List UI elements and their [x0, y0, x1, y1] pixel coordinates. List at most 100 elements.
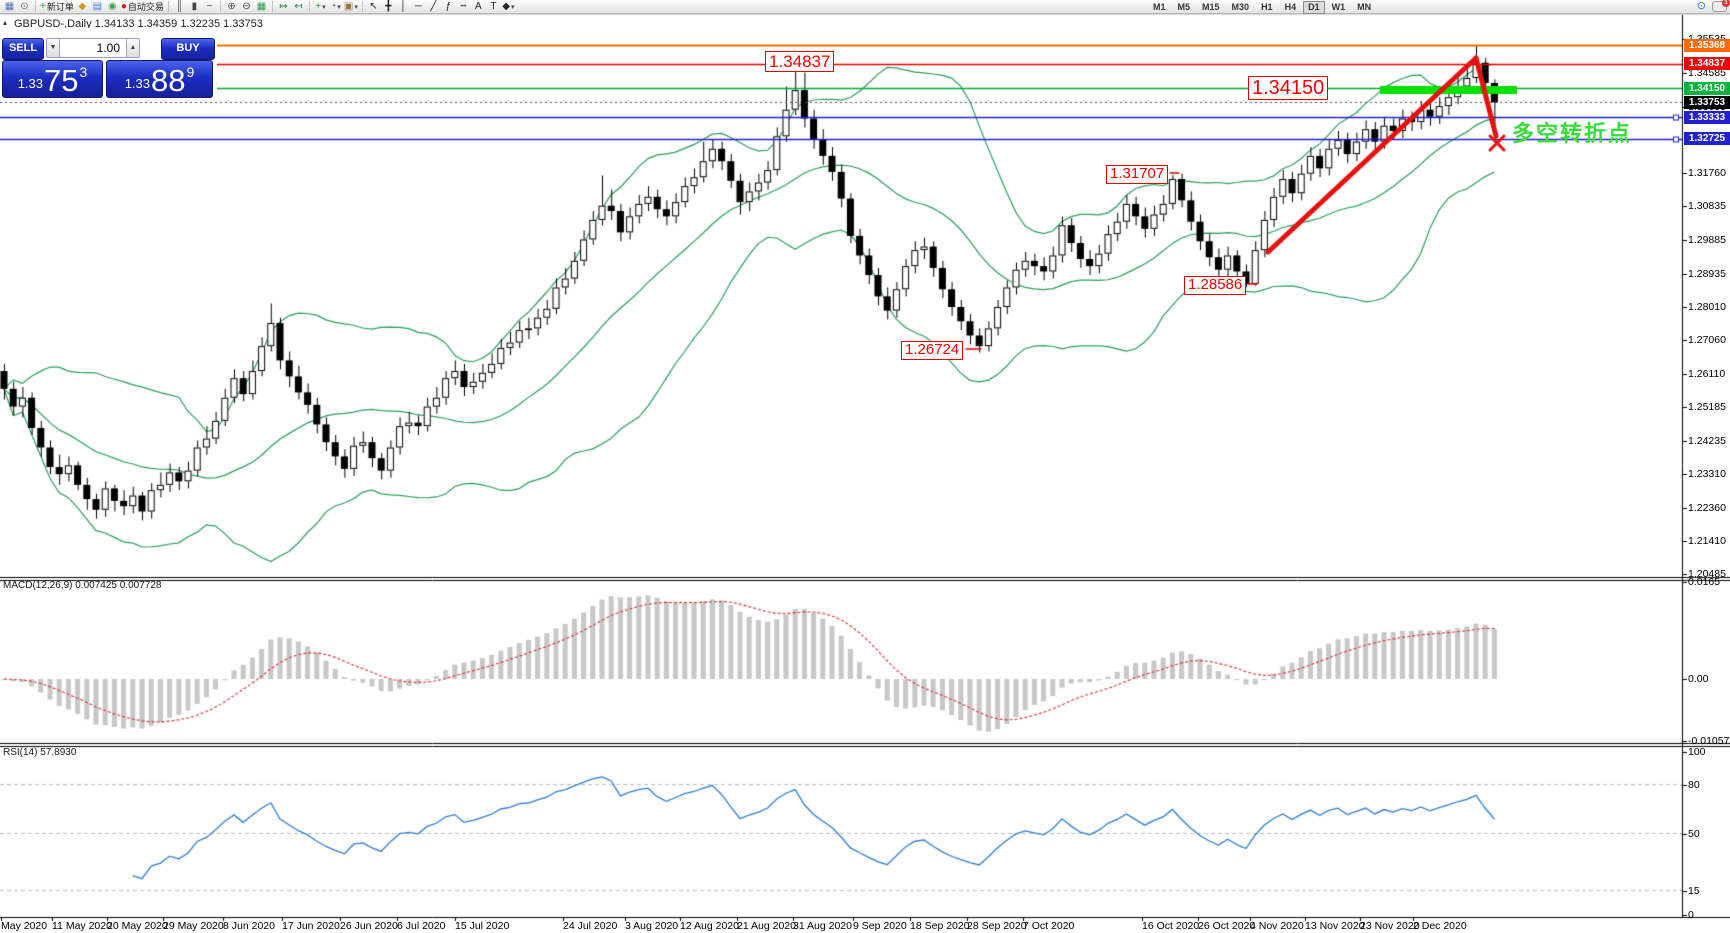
profiles-icon[interactable]: ⊙ — [17, 1, 32, 13]
toolbar: ▦ ⊙ + 新订单 ◆ ▤ ◉ ● 自动交易 ║ ▮ ~ ⊕ ⊖ ▦ ↦ ↤ + ▾ ◔ ▾ ▣ ▾ ↖ ╋ │ ─ ╱ ƒ ┉ A T ◆ ▾ — [0, 0, 1730, 14]
auto-trading-button: ● — [120, 0, 127, 12]
new-chart-icon: ▦ — [4, 0, 15, 12]
chart-title-row: GBPUSD-,Daily 1.34133 1.34359 1.32235 1.… — [4, 18, 263, 30]
toolbar-separator — [361, 1, 363, 12]
sell-price[interactable]: 1.33 75 3 — [2, 60, 103, 98]
trendline-icon: ╱ — [430, 0, 437, 12]
horizontal-line-icon: ─ — [414, 0, 422, 12]
sell-price-big: 75 — [44, 62, 79, 98]
tile-windows-icon[interactable]: ▦ — [254, 1, 269, 13]
timeframe-button-d1[interactable]: D1 — [1303, 1, 1325, 14]
buy-price-base: 1.33 — [124, 76, 151, 91]
code-editor-icon: ▤ — [92, 0, 103, 12]
crosshair-icon[interactable]: ╋ — [381, 1, 396, 13]
macd-name: MACD(12,26,9) — [3, 580, 73, 591]
turning-point-annotation[interactable]: 多空转折点 — [1512, 121, 1633, 146]
timeframe-button-m30[interactable]: M30 — [1231, 2, 1250, 12]
toolbar-separator — [271, 1, 273, 12]
timeframe-bar: M1 M5 M15 M30 H1 H4 D1 W1 MN — [1148, 1, 1376, 14]
timeframe-button-mn[interactable]: MN — [1357, 2, 1372, 12]
cycle-lines-icon: ┉ — [460, 0, 467, 12]
cursor-icon: ↖ — [369, 0, 378, 12]
buy-price[interactable]: 1.33 88 9 — [106, 60, 213, 98]
notification-badge: 1 — [1722, 0, 1730, 7]
toolbar-separator — [167, 1, 169, 12]
template-icon[interactable]: ▣ ▾ — [343, 1, 359, 13]
signals-icon: ◉ — [107, 0, 117, 12]
chart-shift-icon[interactable]: ↤ — [291, 1, 306, 13]
one-click-trading-panel: SELL ▼ ▲ BUY 1.33 75 3 1.33 88 9 — [0, 28, 217, 100]
chevron-down-icon[interactable]: ▾ — [510, 3, 515, 11]
cycle-lines-icon[interactable]: ┉ — [456, 1, 471, 13]
toolbar-separator — [35, 1, 36, 12]
new-chart-icon[interactable]: ▦ — [2, 1, 17, 13]
rsi-name: RSI(14) — [3, 747, 38, 758]
timeframe-button-m15[interactable]: M15 — [1202, 2, 1220, 12]
line-chart-icon: ~ — [206, 0, 213, 12]
add-indicator-icon: + — [315, 0, 322, 12]
rsi-indicator-label: RSI(14) 57.8930 — [3, 747, 76, 758]
sell-price-sup: 3 — [79, 64, 88, 80]
panel-collapse-arrow[interactable]: ▴ — [3, 18, 8, 27]
profiles-icon: ⊙ — [20, 0, 29, 12]
shapes-icon[interactable]: ◆ ▾ — [501, 1, 516, 13]
chevron-down-icon[interactable]: ▾ — [322, 3, 326, 11]
fibonacci-icon: ƒ — [445, 0, 452, 12]
auto-trading-button[interactable]: ● 自动交易 — [120, 1, 165, 13]
horizontal-line-icon[interactable]: ─ — [411, 1, 426, 13]
new-order-button-label: 新订单 — [46, 2, 74, 12]
timeframe-button-m1[interactable]: M1 — [1153, 2, 1166, 12]
timeframe-button-w1[interactable]: W1 — [1331, 2, 1346, 12]
zoom-out-icon[interactable]: ⊖ — [239, 1, 254, 13]
bar-chart-icon[interactable]: ║ — [172, 1, 187, 13]
auto-trading-button-label: 自动交易 — [127, 2, 164, 12]
rsi-value: 57.8930 — [40, 747, 77, 758]
chevron-down-icon[interactable]: ▾ — [354, 3, 358, 11]
community-icon[interactable]: 1 — [1712, 0, 1730, 12]
auto-scroll-icon[interactable]: ↦ — [276, 1, 291, 13]
chart-shift-icon: ↤ — [294, 0, 303, 12]
volume-down-button[interactable]: ▼ — [46, 38, 60, 58]
toolbar-separator — [219, 1, 221, 12]
add-indicator-icon[interactable]: + ▾ — [313, 1, 328, 13]
crosshair-icon: ╋ — [385, 0, 392, 12]
market-icon[interactable]: ◆ — [75, 1, 90, 13]
text-icon[interactable]: A — [471, 1, 486, 13]
signals-icon[interactable]: ◉ — [105, 1, 120, 13]
period-icon[interactable]: ◔ ▾ — [328, 1, 343, 13]
line-chart-icon[interactable]: ~ — [202, 1, 217, 13]
period-icon: ◔ — [330, 0, 337, 12]
chart-title: GBPUSD-,Daily 1.34133 1.34359 1.32235 1.… — [14, 18, 263, 30]
toolbar-right: ⊙ 1 — [1696, 0, 1730, 12]
text-label-icon[interactable]: T — [486, 1, 501, 13]
timeframe-button-m5[interactable]: M5 — [1177, 2, 1191, 12]
new-order-button[interactable]: + 新订单 — [39, 1, 75, 13]
zoom-in-icon: ⊕ — [227, 0, 236, 12]
timeframe-button-h1[interactable]: H1 — [1261, 2, 1273, 12]
text-icon: A — [475, 0, 482, 12]
timeframe-button-h4[interactable]: H4 — [1284, 2, 1297, 12]
vertical-line-icon[interactable]: │ — [396, 1, 411, 13]
chevron-down-icon[interactable]: ▾ — [337, 3, 341, 11]
sell-button[interactable]: SELL — [2, 38, 44, 60]
buy-price-big: 88 — [151, 62, 186, 98]
trendline-icon[interactable]: ╱ — [426, 1, 441, 13]
search-icon[interactable]: ⊙ — [1696, 0, 1706, 12]
shapes-icon: ◆ — [502, 0, 510, 12]
code-editor-icon[interactable]: ▤ — [90, 1, 105, 13]
cursor-icon[interactable]: ↖ — [366, 1, 381, 13]
bar-chart-icon: ║ — [175, 0, 183, 12]
macd-values: 0.007425 0.007728 — [75, 580, 162, 591]
volume-input[interactable] — [60, 38, 126, 58]
tile-windows-icon: ▦ — [256, 0, 267, 12]
buy-button[interactable]: BUY — [161, 38, 215, 60]
volume-up-button[interactable]: ▲ — [126, 38, 140, 58]
candlestick-chart-icon[interactable]: ▮ — [187, 1, 202, 13]
zoom-out-icon: ⊖ — [242, 0, 251, 12]
zoom-in-icon[interactable]: ⊕ — [224, 1, 239, 13]
candlestick-chart-icon: ▮ — [191, 0, 198, 12]
fibonacci-icon[interactable]: ƒ — [441, 1, 456, 13]
toolbar-separator — [308, 1, 310, 12]
